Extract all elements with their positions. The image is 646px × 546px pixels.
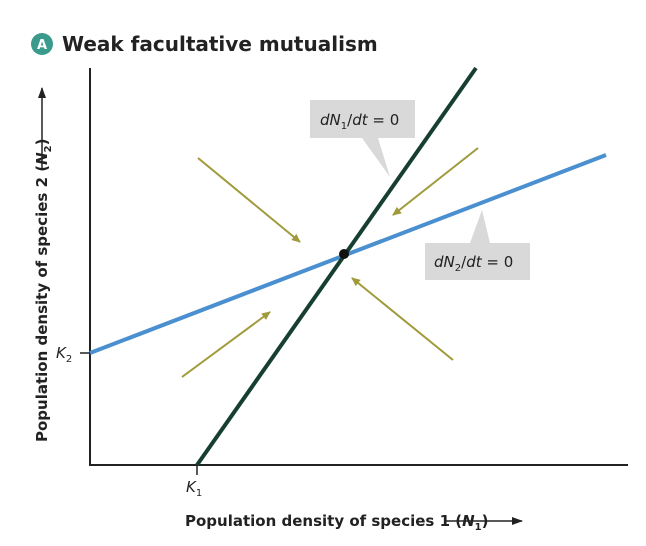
equilibrium [339, 249, 349, 259]
n1-isocline [195, 66, 478, 467]
title: Weak facultative mutualism [62, 32, 378, 56]
arrow [351, 277, 454, 361]
arrow [197, 157, 301, 243]
k1-label: K1 [186, 478, 202, 499]
callout [425, 210, 530, 280]
isocline-label: dN1/dt = 0 [320, 111, 399, 132]
arrow [181, 311, 271, 378]
x-axis-label: Population density of species 1 (N1) [185, 512, 488, 533]
k2-label: K2 [56, 344, 72, 365]
badge [31, 33, 53, 55]
arrows [181, 147, 479, 378]
badge-text: A [37, 38, 47, 53]
isocline-label: dN2/dt = 0 [434, 253, 513, 274]
arrow [392, 147, 479, 216]
y-axis-label: Population density of species 2 (N2) [33, 139, 54, 442]
callout [310, 100, 415, 177]
